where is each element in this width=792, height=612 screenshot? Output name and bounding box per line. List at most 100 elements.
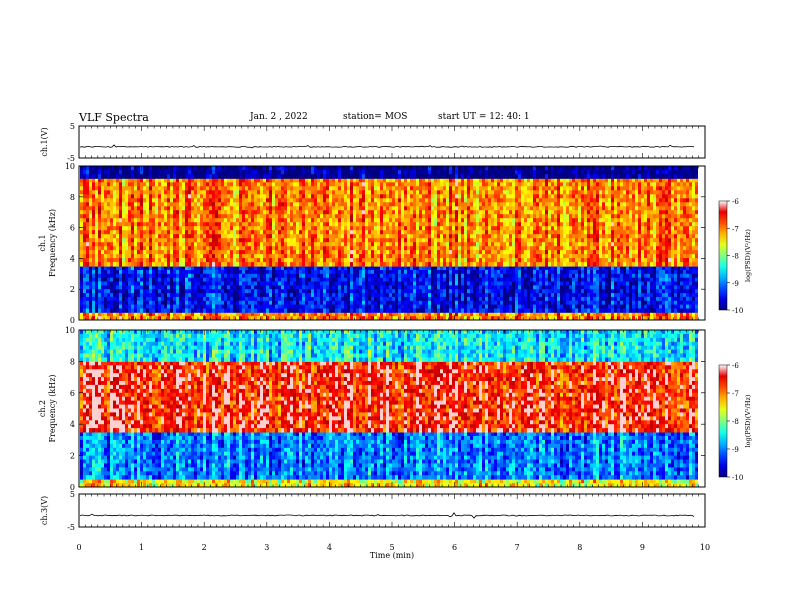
heatmap-cell [86,296,89,302]
heatmap-cell [263,166,266,171]
heatmap-cell [143,316,146,321]
heatmap-cell [131,226,134,231]
heatmap-cell [101,182,104,187]
heatmap-cell [149,194,152,199]
heatmap-cell [284,174,287,179]
heatmap-cell [122,218,125,223]
heatmap-cell [263,312,266,317]
heatmap-cell [344,308,347,313]
heatmap-cell [122,300,125,306]
heatmap-cell [188,166,191,171]
heatmap-cell [323,308,326,313]
heatmap-cell [356,226,359,231]
heatmap-cell [344,198,347,203]
heatmap-cell [404,258,407,263]
heatmap-cell [302,226,305,231]
heatmap-cell [146,210,149,215]
heatmap-cell [257,206,260,211]
heatmap-cell [89,277,92,282]
heatmap-cell [401,266,404,271]
heatmap-cell [290,254,293,259]
heatmap-cell [137,300,140,306]
heatmap-cell [152,234,155,239]
heatmap-cell [218,285,221,290]
heatmap-cell [290,277,293,282]
heatmap-cell [167,178,170,183]
heatmap-cell [158,214,161,219]
heatmap-cell [86,246,89,251]
heatmap-cell [458,296,461,302]
heatmap-cell [368,178,371,183]
heatmap-cell [212,258,215,263]
heatmap-cell [347,308,350,313]
heatmap-cell [287,214,290,219]
heatmap-cell [92,238,95,243]
heatmap-cell [275,166,278,171]
heatmap-cell [275,308,278,313]
heatmap-cell [176,182,179,187]
heatmap-cell [371,293,374,298]
heatmap-cell [452,198,455,203]
heatmap-cell [392,222,395,227]
heatmap-cell [83,296,86,302]
heatmap-cell [104,304,107,309]
heatmap-cell [206,266,209,271]
heatmap-cell [434,304,437,309]
heatmap-cell [170,238,173,243]
heatmap-cell [203,214,206,219]
heatmap-cell [83,254,86,259]
heatmap-cell [194,226,197,231]
heatmap-cell [269,273,272,279]
heatmap-cell [365,182,368,187]
heatmap-cell [275,246,278,251]
heatmap-cell [209,293,212,298]
heatmap-cell [104,289,107,294]
heatmap-cell [146,258,149,263]
heatmap-cell [323,170,326,175]
heatmap-cell [209,312,212,317]
heatmap-cell [161,277,164,282]
heatmap-cell [335,296,338,302]
heatmap-cell [248,234,251,239]
heatmap-cell [215,258,218,263]
heatmap-cell [329,277,332,282]
heatmap-cell [401,242,404,247]
heatmap-cell [458,238,461,243]
heatmap-cell [242,304,245,309]
heatmap-cell [98,198,101,203]
heatmap-cell [440,214,443,219]
heatmap-cell [170,206,173,211]
heatmap-cell [449,316,452,321]
heatmap-cell [455,258,458,263]
heatmap-cell [317,242,320,247]
heatmap-cell [359,258,362,263]
heatmap-cell [392,300,395,306]
heatmap-cell [386,296,389,302]
heatmap-cell [377,270,380,275]
heatmap-cell [446,250,449,255]
heatmap-cell [377,300,380,306]
heatmap-cell [305,194,308,199]
heatmap-cell [287,230,290,235]
heatmap-cell [86,170,89,175]
heatmap-cell [287,277,290,282]
heatmap-cell [155,277,158,282]
heatmap-cell [83,226,86,231]
heatmap-cell [119,262,122,267]
heatmap-cell [224,198,227,203]
heatmap-cell [332,250,335,255]
heatmap-cell [251,202,254,207]
heatmap-cell [221,218,224,223]
heatmap-cell [335,202,338,207]
heatmap-cell [227,242,230,247]
heatmap-cell [284,250,287,255]
heatmap-cell [368,277,371,282]
heatmap-cell [98,281,101,286]
heatmap-cell [215,285,218,290]
heatmap-cell [185,285,188,290]
heatmap-cell [419,198,422,203]
heatmap-cell [413,222,416,227]
heatmap-cell [245,222,248,227]
heatmap-cell [374,166,377,171]
heatmap-cell [140,285,143,290]
